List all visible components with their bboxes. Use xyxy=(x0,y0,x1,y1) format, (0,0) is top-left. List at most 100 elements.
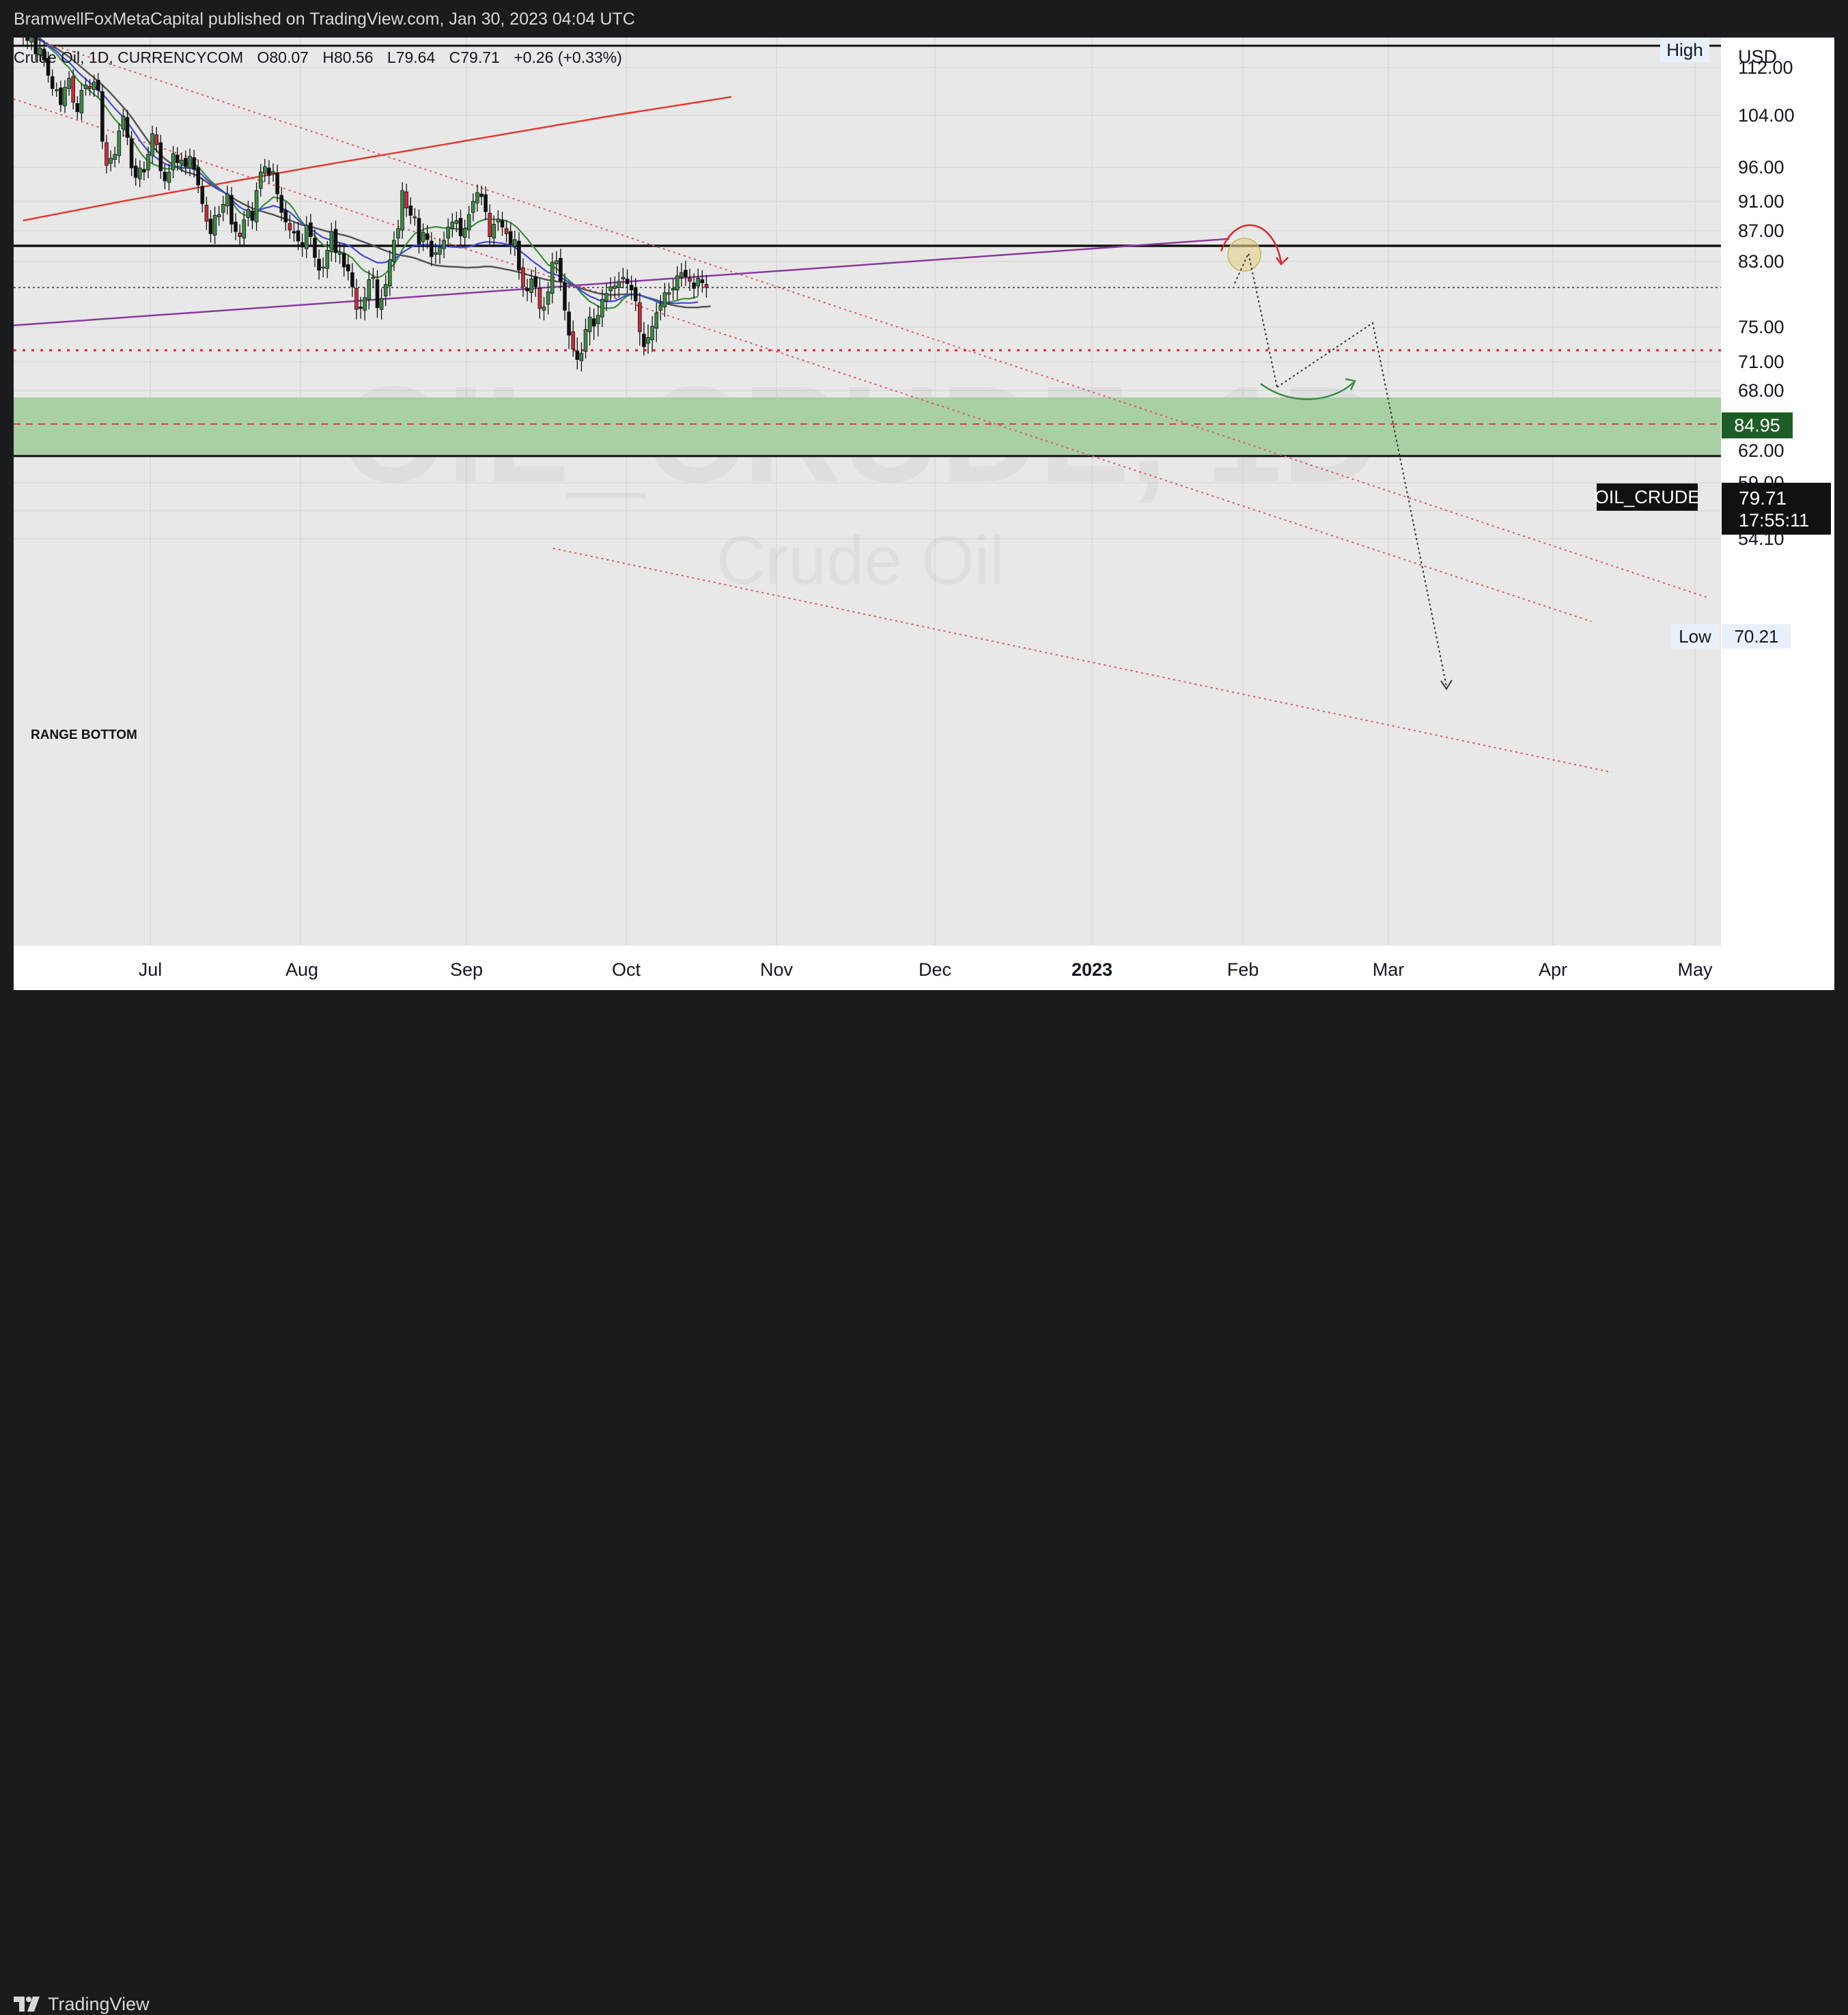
candle-53 xyxy=(242,210,247,247)
candle-body-117 xyxy=(508,231,513,245)
candle-body-80 xyxy=(354,287,359,310)
candle-12 xyxy=(71,69,76,110)
candle-19 xyxy=(100,84,104,150)
candle-133 xyxy=(575,337,580,370)
candle-141 xyxy=(608,277,613,301)
candle-121 xyxy=(525,279,529,301)
candle-22 xyxy=(113,146,117,167)
tradingview-logo[interactable]: TradingView xyxy=(14,1994,150,2014)
candle-7 xyxy=(50,69,55,96)
candle-79 xyxy=(350,263,354,297)
candle-body-162 xyxy=(696,277,700,287)
candle-36 xyxy=(171,145,176,178)
candle-body-126 xyxy=(546,291,550,305)
candle-body-5 xyxy=(42,48,46,61)
candle-body-9 xyxy=(59,87,63,105)
time-tick-4: Nov xyxy=(760,959,794,980)
candle-108 xyxy=(471,193,475,222)
candle-68 xyxy=(304,216,309,259)
candle-body-155 xyxy=(667,292,671,295)
candle-66 xyxy=(296,222,300,251)
candle-body-136 xyxy=(587,316,592,333)
low-marker-label: Low xyxy=(1679,626,1711,647)
candle-body-108 xyxy=(471,201,475,213)
price-tick-6: 75.00 xyxy=(1738,317,1784,337)
candle-body-81 xyxy=(359,307,363,309)
price-chart[interactable]: OIL_CRUDE, 1D Crude Oil Crude Oil, 1D, C… xyxy=(13,24,1834,990)
time-axis[interactable]: Jul Aug Sep Oct Nov Dec 2023 Feb Mar Apr May xyxy=(139,959,1713,980)
candle-body-134 xyxy=(579,352,584,361)
price-tick-5: 83.00 xyxy=(1738,251,1784,272)
candle-137 xyxy=(591,308,596,340)
candle-11 xyxy=(67,71,71,96)
candle-158 xyxy=(680,263,684,287)
candle-138 xyxy=(596,305,600,337)
candle-body-153 xyxy=(658,305,663,311)
candle-body-139 xyxy=(600,298,604,318)
candle-58 xyxy=(262,158,267,182)
candle-body-76 xyxy=(337,251,342,255)
candle-148 xyxy=(638,292,642,346)
candle-body-89 xyxy=(392,240,396,262)
chart-panel[interactable]: OIL_CRUDE, 1D Crude Oil Crude Oil, 1D, C… xyxy=(13,24,1834,990)
candle-109 xyxy=(475,184,479,212)
legend-low: L79.64 xyxy=(387,48,436,66)
currency-label: USD xyxy=(1738,46,1777,67)
pane-background xyxy=(14,38,1834,990)
time-tick-1: Aug xyxy=(285,959,318,980)
candle-body-50 xyxy=(229,195,234,225)
candle-body-34 xyxy=(163,171,167,182)
candle-body-1 xyxy=(25,33,29,41)
candle-body-2 xyxy=(29,27,33,43)
candle-94 xyxy=(412,208,417,226)
legend-symbol: Crude Oil, 1D, CURRENCYCOM xyxy=(14,48,243,66)
price-tick-10: 62.00 xyxy=(1738,440,1784,461)
candle-body-146 xyxy=(629,285,634,291)
candle-body-42 xyxy=(196,167,200,186)
candle-82 xyxy=(363,287,367,321)
candle-155 xyxy=(667,283,671,305)
candle-46 xyxy=(212,206,217,244)
candle-body-49 xyxy=(225,193,229,206)
candles xyxy=(21,24,709,371)
candle-55 xyxy=(250,202,255,229)
candle-body-130 xyxy=(563,282,567,311)
candle-132 xyxy=(571,320,575,357)
candle-92 xyxy=(404,184,408,217)
tradingview-logo-icon xyxy=(14,1997,40,2012)
candle-86 xyxy=(379,288,384,320)
candle-14 xyxy=(79,83,84,121)
candle-8 xyxy=(55,82,59,97)
candle-28 xyxy=(137,160,142,187)
candle-body-131 xyxy=(567,311,571,336)
footer-bar: TradingView xyxy=(0,990,1848,2014)
candle-body-128 xyxy=(555,260,559,264)
candle-body-31 xyxy=(150,133,154,156)
candle-body-75 xyxy=(333,229,338,253)
candle-16 xyxy=(87,79,92,96)
candle-34 xyxy=(163,164,167,189)
candle-body-56 xyxy=(254,190,259,223)
legend-high: H80.56 xyxy=(322,48,373,66)
candle-body-10 xyxy=(63,87,67,107)
candle-body-61 xyxy=(275,172,279,195)
countdown-value: 17:55:11 xyxy=(1739,510,1809,531)
candle-17 xyxy=(92,74,96,97)
candle-24 xyxy=(121,109,126,137)
candle-body-4 xyxy=(38,47,42,55)
descending-trendline-middle xyxy=(13,98,1592,622)
candle-130 xyxy=(563,273,567,321)
candle-153 xyxy=(658,295,663,321)
candle-body-151 xyxy=(650,326,654,341)
candle-body-57 xyxy=(258,171,263,189)
candle-body-65 xyxy=(292,231,296,234)
candle-body-85 xyxy=(375,279,380,309)
candle-163 xyxy=(700,270,705,293)
candle-44 xyxy=(204,197,209,230)
candle-9 xyxy=(59,81,63,112)
candle-body-84 xyxy=(371,277,376,279)
candle-72 xyxy=(321,257,325,278)
candle-101 xyxy=(442,231,446,259)
candle-122 xyxy=(529,269,533,303)
candle-body-99 xyxy=(434,252,438,255)
